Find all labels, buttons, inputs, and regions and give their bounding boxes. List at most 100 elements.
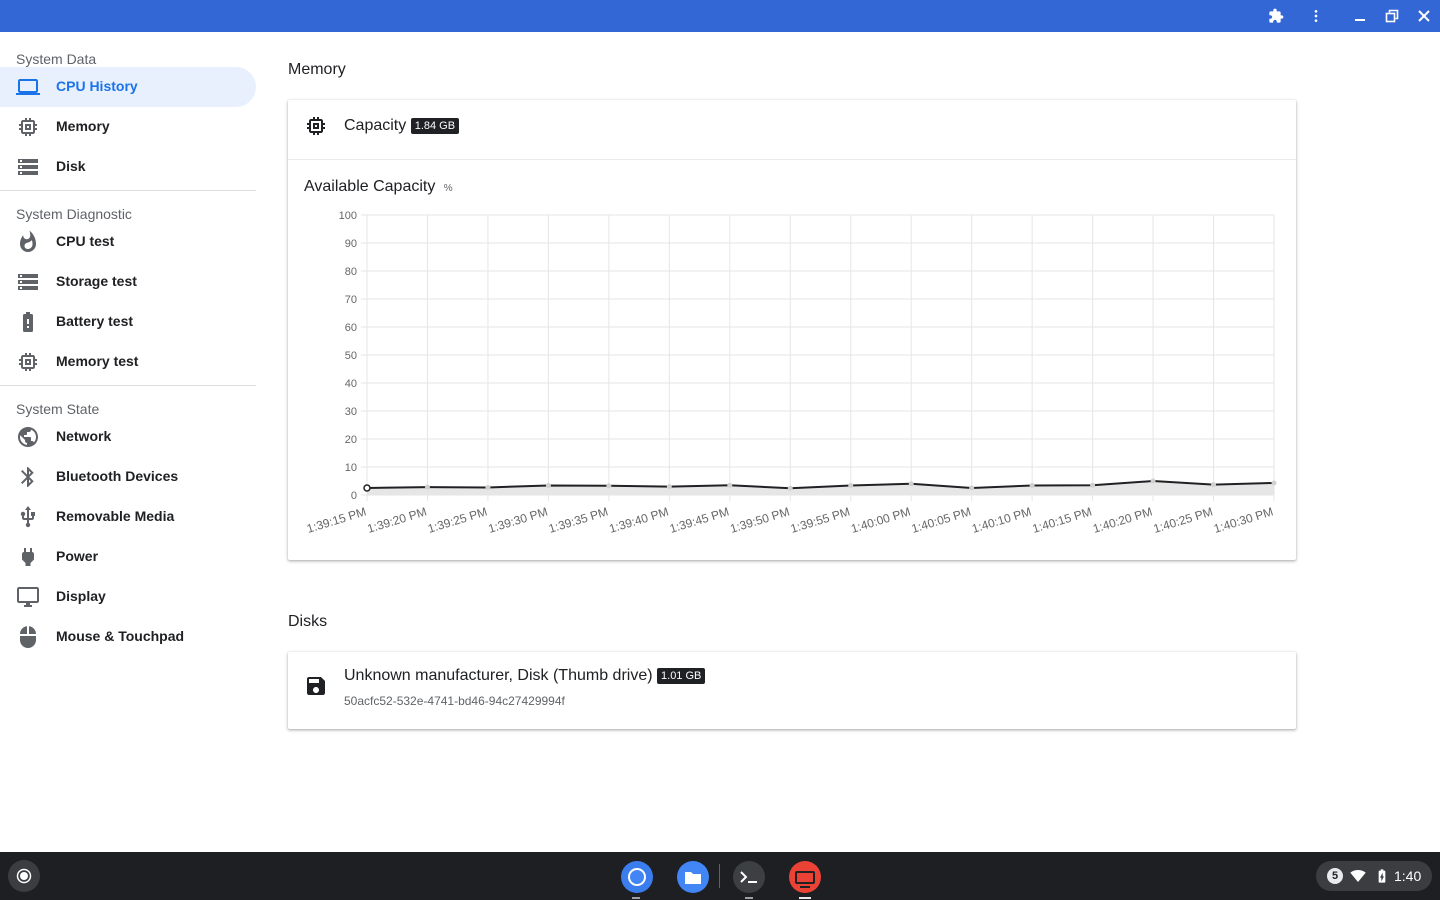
capacity-badge: 1.84 GB	[410, 117, 460, 134]
sidebar-item-bluetooth-devices[interactable]: Bluetooth Devices	[0, 457, 256, 497]
battery-charging-icon	[1378, 869, 1386, 883]
minimize-icon[interactable]	[1344, 0, 1376, 32]
data-point	[727, 482, 733, 488]
title-bar	[0, 0, 1440, 32]
y-tick-label: 70	[345, 294, 357, 306]
data-point	[666, 484, 672, 490]
sidebar-item-storage-test[interactable]: Storage test	[0, 262, 256, 302]
sidebar-item-label: CPU History	[56, 78, 138, 94]
sidebar-item-display[interactable]: Display	[0, 577, 256, 617]
section-header-system-diagnostic: System Diagnostic	[16, 206, 132, 222]
disk-size-badge: 1.01 GB	[657, 667, 706, 684]
monitor-icon	[17, 587, 39, 607]
x-tick-label: 1:39:15 PM	[305, 504, 368, 535]
y-tick-label: 0	[351, 490, 357, 502]
disks-section-title: Disks	[288, 613, 328, 630]
sidebar-item-label: Display	[56, 588, 106, 604]
sidebar-item-cpu-history[interactable]: CPU History	[0, 67, 256, 107]
diagnostics-app-icon[interactable]	[788, 860, 822, 894]
disk-card: Unknown manufacturer, Disk (Thumb drive)…	[288, 652, 1296, 729]
bluetooth-icon	[21, 467, 34, 487]
shelf: 5 1:40	[0, 852, 1440, 900]
running-indicator	[632, 897, 640, 899]
battery-icon	[23, 312, 33, 332]
sidebar-item-removable-media[interactable]: Removable Media	[0, 497, 256, 537]
save-icon	[307, 677, 325, 695]
running-indicator	[745, 897, 753, 899]
storage-icon	[18, 274, 38, 290]
clock: 1:40	[1394, 868, 1422, 884]
files-icon[interactable]	[676, 860, 710, 894]
data-point	[485, 484, 491, 490]
y-tick-label: 40	[345, 378, 357, 390]
sidebar-item-label: CPU test	[56, 233, 115, 249]
sidebar-item-label: Battery test	[56, 313, 134, 329]
section-header-system-data: System Data	[16, 51, 97, 67]
sidebar-item-battery-test[interactable]: Battery test	[0, 302, 256, 342]
x-tick-label: 1:40:10 PM	[970, 504, 1033, 535]
launcher-icon	[16, 868, 32, 884]
restore-icon[interactable]	[1376, 0, 1408, 32]
sidebar-item-label: Memory test	[56, 353, 139, 369]
more-vert-icon[interactable]	[1300, 0, 1332, 32]
data-point	[908, 481, 914, 487]
sidebar-item-label: Network	[56, 428, 112, 444]
divider	[0, 385, 256, 386]
disk-name: Unknown manufacturer, Disk (Thumb drive)	[344, 667, 653, 684]
sidebar-item-label: Memory	[56, 118, 110, 134]
x-tick-label: 1:39:55 PM	[789, 504, 852, 535]
sidebar-item-label: Removable Media	[56, 508, 175, 524]
y-tick-label: 80	[345, 266, 357, 278]
y-tick-label: 90	[345, 238, 357, 250]
available-capacity-chart: 0 10 20 30 40 50 60 70 80 90 100 1:39:15 PM1:39:20 …	[305, 210, 1277, 536]
x-tick-label: 1:39:20 PM	[366, 504, 429, 535]
plug-icon	[22, 548, 34, 566]
data-point	[606, 483, 612, 489]
data-point	[1271, 480, 1277, 486]
terminal-icon[interactable]	[732, 860, 766, 894]
sidebar-item-label: Disk	[56, 158, 86, 174]
x-tick-label: 1:40:05 PM	[910, 504, 973, 535]
chrome-icon[interactable]	[620, 860, 654, 894]
mouse-icon	[20, 626, 36, 648]
x-tick-label: 1:39:40 PM	[607, 504, 670, 535]
data-point	[424, 484, 430, 490]
data-point	[1211, 482, 1217, 488]
data-point	[1029, 482, 1035, 488]
chip-icon	[19, 353, 37, 371]
y-tick-label: 20	[345, 434, 357, 446]
laptop-icon	[16, 79, 40, 95]
data-point	[787, 485, 793, 491]
data-point	[969, 485, 975, 491]
sidebar-item-label: Mouse & Touchpad	[56, 628, 185, 644]
sidebar-item-power[interactable]: Power	[0, 537, 256, 577]
data-point	[545, 482, 551, 488]
x-tick-label: 1:39:25 PM	[426, 504, 489, 535]
section-header-system-state: System State	[16, 401, 100, 417]
sidebar-item-mouse-touchpad[interactable]: Mouse & Touchpad	[0, 617, 256, 657]
sidebar-item-label: Storage test	[56, 273, 137, 289]
status-area[interactable]: 5 1:40	[1316, 861, 1432, 891]
x-tick-label: 1:40:20 PM	[1091, 504, 1154, 535]
data-point	[848, 482, 854, 488]
sidebar-item-cpu-test[interactable]: CPU test	[0, 222, 256, 262]
sidebar-item-memory[interactable]: Memory	[0, 107, 256, 147]
x-tick-label: 1:39:50 PM	[728, 504, 791, 535]
sidebar-item-network[interactable]: Network	[0, 417, 256, 457]
data-point	[1090, 482, 1096, 488]
y-tick-label: 60	[345, 322, 357, 334]
wifi-icon	[1350, 870, 1366, 882]
extension-icon[interactable]	[1260, 0, 1292, 32]
chart-title: Available Capacity	[304, 178, 436, 195]
usb-icon	[20, 506, 35, 528]
sidebar-item-disk[interactable]: Disk	[0, 147, 256, 187]
series-line	[366, 479, 1275, 490]
launcher-button[interactable]	[8, 860, 40, 892]
x-tick-label: 1:40:15 PM	[1031, 504, 1094, 535]
notification-count: 5	[1327, 868, 1343, 884]
sidebar-item-memory-test[interactable]: Memory test	[0, 342, 256, 382]
y-tick-label: 30	[345, 406, 357, 418]
data-point	[363, 484, 371, 492]
close-icon[interactable]	[1408, 0, 1440, 32]
